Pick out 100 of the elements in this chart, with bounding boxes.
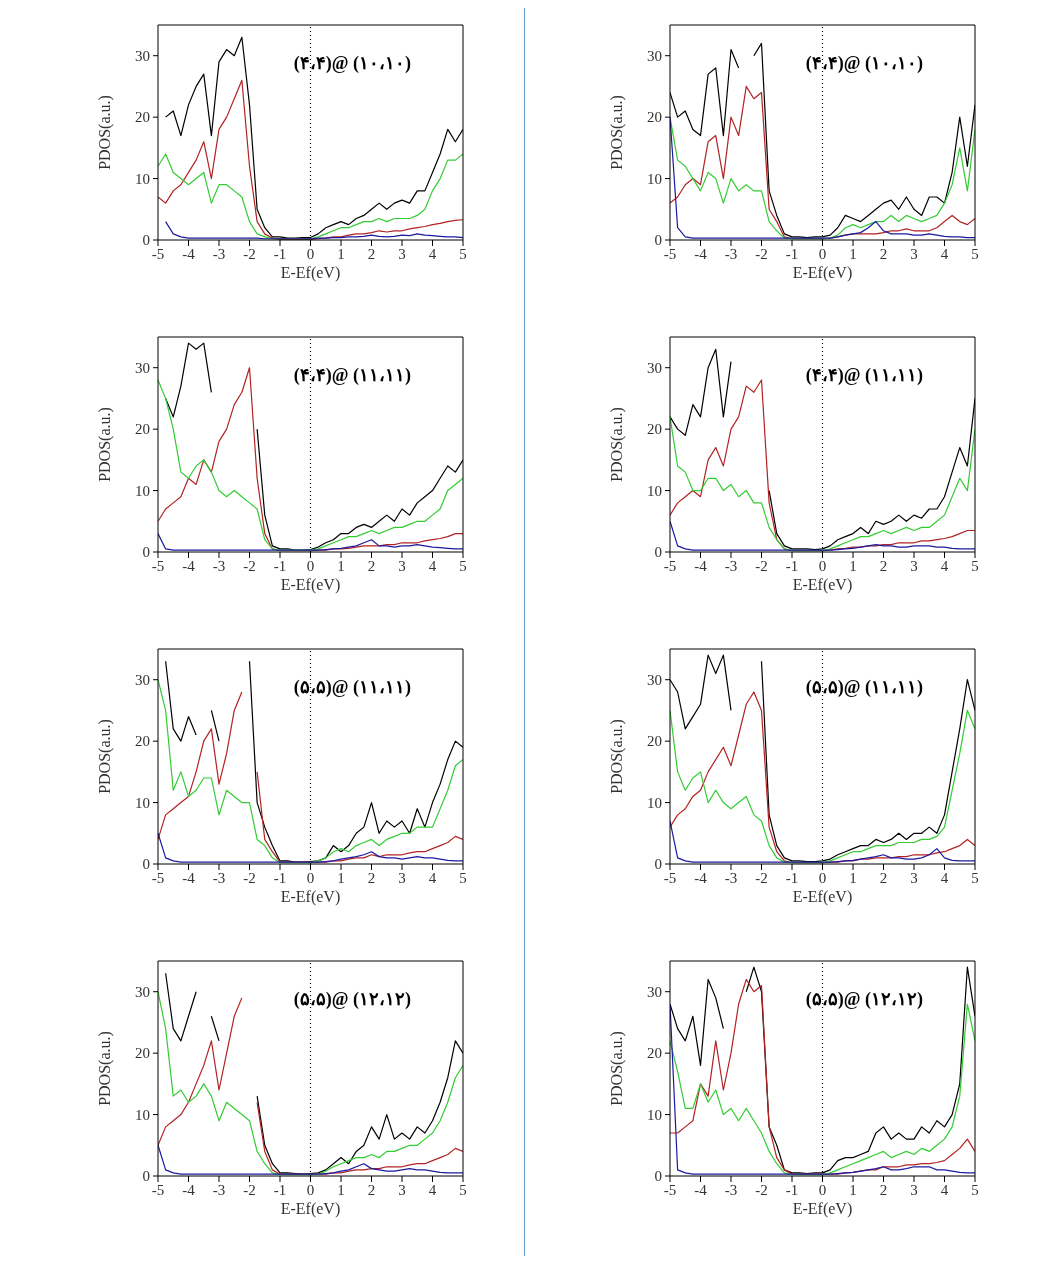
- y-tick-label: 30: [647, 984, 662, 1001]
- x-tick-label: 3: [910, 869, 918, 886]
- y-tick-label: 10: [135, 482, 150, 499]
- x-axis-title: E-Ef(eV): [792, 576, 853, 594]
- x-tick-label: -4: [694, 1181, 708, 1198]
- x-tick-label: 0: [306, 1181, 315, 1198]
- x-tick-label: 2: [367, 245, 376, 262]
- y-tick-label: 20: [647, 733, 662, 750]
- x-tick-label: -3: [212, 869, 226, 886]
- x-tick-label: 3: [398, 1181, 406, 1198]
- y-axis-title: PDOS(a.u.): [95, 719, 114, 794]
- x-tick-label: -5: [663, 1181, 677, 1198]
- x-tick-label: 2: [879, 1181, 888, 1198]
- x-tick-label: -1: [785, 245, 799, 262]
- annotation: (۵،۵)@ (۱۱،۱۱): [293, 676, 412, 698]
- x-tick-label: 2: [879, 557, 888, 574]
- x-tick-label: -1: [273, 557, 287, 574]
- x-tick-label: -3: [212, 557, 226, 574]
- x-tick-label: -5: [151, 245, 165, 262]
- y-tick-label: 30: [135, 672, 150, 689]
- y-axis-title: PDOS(a.u.): [607, 1031, 626, 1106]
- x-tick-label: 0: [818, 557, 827, 574]
- y-tick-label: 0: [142, 544, 150, 561]
- x-tick-label: -3: [724, 1181, 738, 1198]
- y-tick-label: 30: [647, 48, 662, 65]
- y-tick-label: 20: [135, 109, 150, 126]
- x-tick-label: 4: [428, 1181, 437, 1198]
- x-axis-title: E-Ef(eV): [280, 1200, 341, 1218]
- x-axis-title: E-Ef(eV): [792, 264, 853, 282]
- x-tick-label: 0: [818, 1181, 827, 1198]
- y-tick-label: 30: [135, 48, 150, 65]
- x-tick-label: -4: [182, 245, 196, 262]
- x-tick-label: -1: [785, 1181, 799, 1198]
- x-tick-label: -1: [273, 1181, 287, 1198]
- x-axis-title: E-Ef(eV): [792, 1200, 853, 1218]
- x-tick-label: 5: [459, 245, 467, 262]
- x-tick-label: -2: [243, 557, 256, 574]
- x-tick-label: 1: [337, 1181, 345, 1198]
- y-tick-label: 10: [135, 170, 150, 187]
- x-tick-label: -2: [755, 869, 768, 886]
- x-tick-label: 5: [971, 869, 979, 886]
- x-tick-label: -4: [694, 557, 708, 574]
- x-tick-label: -5: [663, 245, 677, 262]
- y-tick-label: 20: [135, 733, 150, 750]
- x-tick-label: 2: [367, 1181, 376, 1198]
- y-tick-label: 30: [647, 672, 662, 689]
- y-tick-label: 0: [654, 544, 662, 561]
- y-tick-label: 20: [647, 421, 662, 438]
- annotation: (۴،۴)@ (۱۱،۱۱): [293, 364, 412, 386]
- x-axis-title: E-Ef(eV): [792, 888, 853, 906]
- x-tick-label: 0: [306, 245, 315, 262]
- y-tick-label: 20: [135, 421, 150, 438]
- x-tick-label: 5: [459, 1181, 467, 1198]
- x-tick-label: -3: [724, 869, 738, 886]
- x-tick-label: 0: [818, 245, 827, 262]
- x-tick-label: -4: [182, 869, 196, 886]
- x-tick-label: 5: [459, 869, 467, 886]
- x-tick-label: 5: [971, 557, 979, 574]
- x-tick-label: -1: [273, 869, 287, 886]
- x-tick-label: 2: [367, 869, 376, 886]
- x-tick-label: 4: [428, 869, 437, 886]
- x-tick-label: -3: [724, 245, 738, 262]
- x-tick-label: 5: [971, 245, 979, 262]
- y-axis-title: PDOS(a.u.): [95, 1031, 114, 1106]
- annotation: (۵،۵)@ (۱۲،۱۲): [293, 988, 412, 1010]
- x-axis-title: E-Ef(eV): [280, 264, 341, 282]
- x-tick-label: 0: [306, 869, 315, 886]
- annotation: (۴،۴)@ (۱۱،۱۱): [805, 364, 924, 386]
- x-tick-label: -5: [151, 1181, 165, 1198]
- y-tick-label: 30: [647, 360, 662, 377]
- x-tick-label: -5: [663, 869, 677, 886]
- x-tick-label: 4: [940, 1181, 949, 1198]
- x-tick-label: -2: [755, 557, 768, 574]
- x-tick-label: 3: [910, 1181, 918, 1198]
- x-tick-label: -4: [182, 557, 196, 574]
- y-axis-title: PDOS(a.u.): [607, 719, 626, 794]
- x-tick-label: 3: [398, 557, 406, 574]
- y-tick-label: 0: [142, 856, 150, 873]
- x-tick-label: -2: [243, 245, 256, 262]
- x-tick-label: 2: [367, 557, 376, 574]
- y-axis-title: PDOS(a.u.): [95, 95, 114, 170]
- x-tick-label: -5: [151, 557, 165, 574]
- y-axis-title: PDOS(a.u.): [95, 407, 114, 482]
- x-tick-label: 1: [849, 557, 857, 574]
- y-tick-label: 20: [647, 109, 662, 126]
- x-tick-label: 1: [337, 245, 345, 262]
- x-tick-label: 4: [940, 557, 949, 574]
- x-tick-label: -2: [755, 245, 768, 262]
- x-tick-label: 5: [459, 557, 467, 574]
- x-tick-label: 3: [398, 869, 406, 886]
- x-tick-label: 1: [849, 245, 857, 262]
- x-tick-label: -3: [212, 1181, 226, 1198]
- x-tick-label: 1: [337, 557, 345, 574]
- x-tick-label: 1: [337, 869, 345, 886]
- x-tick-label: 4: [940, 869, 949, 886]
- x-tick-label: 4: [428, 557, 437, 574]
- y-tick-label: 10: [647, 1106, 662, 1123]
- y-tick-label: 0: [142, 1168, 150, 1185]
- x-axis-title: E-Ef(eV): [280, 576, 341, 594]
- y-axis-title: PDOS(a.u.): [607, 95, 626, 170]
